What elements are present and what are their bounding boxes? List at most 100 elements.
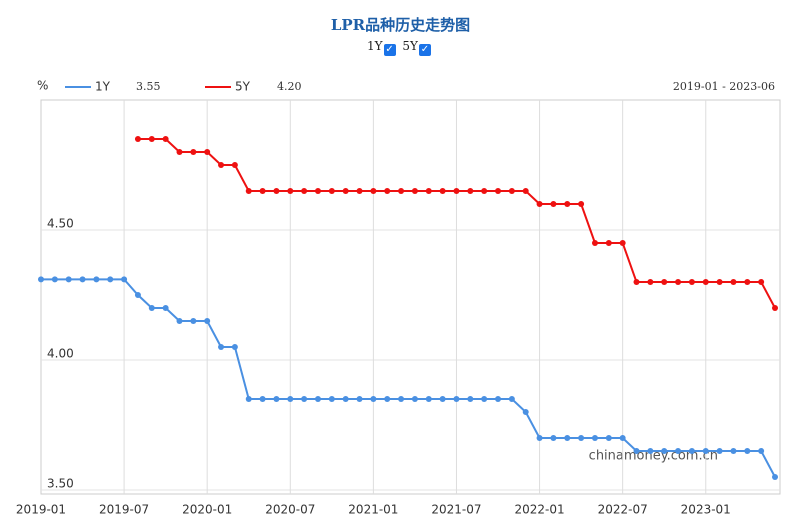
data-point <box>121 276 128 283</box>
data-point <box>730 448 737 454</box>
data-point <box>342 396 349 402</box>
data-point <box>425 396 432 402</box>
data-point <box>259 188 266 194</box>
data-point <box>675 448 682 454</box>
checkbox[interactable]: ✓ <box>418 44 431 56</box>
data-point <box>522 409 529 415</box>
data-point <box>633 279 640 285</box>
legend-value: 3.55 <box>136 80 161 93</box>
series-toggles: 1Y ✓ 5Y ✓ <box>0 39 801 56</box>
data-point <box>79 276 86 283</box>
x-tick-label: 2021-07 <box>431 503 481 517</box>
data-point <box>702 448 709 454</box>
data-point <box>633 448 640 454</box>
data-point <box>190 318 197 324</box>
data-point <box>287 188 294 194</box>
data-point <box>758 448 765 454</box>
data-point <box>772 305 778 311</box>
data-point <box>675 279 682 285</box>
data-point <box>591 435 598 441</box>
data-point <box>65 276 72 283</box>
data-point <box>619 240 626 246</box>
data-point <box>591 240 598 246</box>
data-point <box>370 188 377 194</box>
data-point <box>564 435 571 441</box>
data-point <box>231 162 238 168</box>
data-point <box>661 279 668 285</box>
data-point <box>259 396 266 402</box>
data-point <box>744 448 751 454</box>
data-point <box>744 279 751 285</box>
y-tick-label: 3.50 <box>47 477 74 491</box>
x-tick-label: 2020-07 <box>265 503 315 517</box>
data-point <box>702 279 709 285</box>
data-point <box>398 396 405 402</box>
data-point <box>162 136 169 142</box>
data-point <box>218 162 225 168</box>
data-point <box>716 448 723 454</box>
data-point <box>51 276 58 283</box>
data-point <box>508 396 515 402</box>
data-point <box>716 279 723 285</box>
y-tick-label: 4.00 <box>47 347 74 361</box>
x-tick-label: 2022-01 <box>514 503 564 517</box>
data-point <box>481 396 488 402</box>
data-point <box>38 276 44 283</box>
range-label: 2019-01 - 2023-06 <box>673 80 775 93</box>
data-point <box>550 201 557 207</box>
data-point <box>439 188 446 194</box>
data-point <box>204 149 211 155</box>
checkbox[interactable]: ✓ <box>383 44 396 56</box>
data-point <box>107 276 114 283</box>
data-point <box>134 136 141 142</box>
data-point <box>314 396 321 402</box>
data-point <box>231 344 238 350</box>
legend-label: 1Y <box>95 80 111 94</box>
legend-label: 5Y <box>235 80 251 94</box>
data-point <box>619 435 626 441</box>
chart-title: LPR品种历史走势图 <box>330 16 471 34</box>
data-point <box>301 188 308 194</box>
data-point <box>495 188 502 194</box>
data-point <box>550 435 557 441</box>
x-tick-label: 2020-01 <box>182 503 232 517</box>
data-point <box>688 279 695 285</box>
data-point <box>536 435 543 441</box>
data-point <box>522 188 529 194</box>
data-point <box>508 188 515 194</box>
data-point <box>204 318 211 324</box>
y-tick-label: 4.50 <box>47 217 74 231</box>
data-point <box>467 396 474 402</box>
data-point <box>218 344 225 350</box>
data-point <box>148 305 155 311</box>
data-point <box>730 279 737 285</box>
data-point <box>245 396 252 402</box>
data-point <box>384 396 391 402</box>
toggle-label: 1Y <box>367 39 383 53</box>
data-point <box>536 201 543 207</box>
data-point <box>578 201 585 207</box>
data-point <box>190 149 197 155</box>
data-point <box>467 188 474 194</box>
data-point <box>176 318 183 324</box>
data-point <box>411 188 418 194</box>
data-point <box>93 276 100 283</box>
data-point <box>134 292 141 298</box>
data-point <box>495 396 502 402</box>
data-point <box>439 396 446 402</box>
data-point <box>688 448 695 454</box>
data-point <box>758 279 765 285</box>
data-point <box>398 188 405 194</box>
data-point <box>564 201 571 207</box>
plot-frame <box>40 99 781 495</box>
data-point <box>411 396 418 402</box>
data-point <box>578 435 585 441</box>
x-tick-label: 2023-01 <box>681 503 731 517</box>
data-point <box>384 188 391 194</box>
data-point <box>605 435 612 441</box>
data-point <box>342 188 349 194</box>
data-point <box>301 396 308 402</box>
x-tick-label: 2022-07 <box>598 503 648 517</box>
